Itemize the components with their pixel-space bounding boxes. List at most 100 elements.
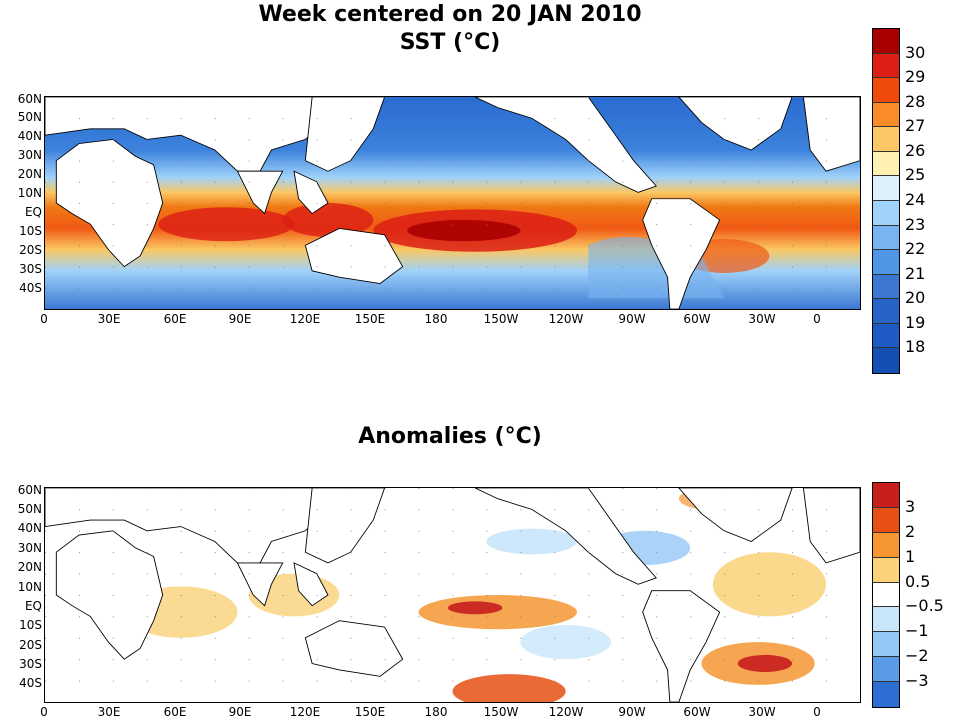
- colorbar-swatch: [873, 78, 899, 103]
- lon-label: 0: [40, 312, 48, 326]
- lon-label: 180: [424, 705, 448, 719]
- lon-label: 30E: [97, 312, 121, 326]
- colorbar-label: −3: [905, 671, 929, 691]
- colorbar-label: 1: [905, 546, 916, 566]
- figure-title: Week centered on 20 JAN 2010: [258, 2, 642, 27]
- lon-label: 60W: [683, 312, 711, 326]
- anomaly-colorbar-labels: 3 2 1 0.5 −0.5 −1 −2 −3: [905, 482, 960, 708]
- colorbar-swatch: [873, 532, 899, 558]
- lat-label: 20S: [19, 638, 42, 652]
- lon-label: 90E: [228, 705, 252, 719]
- lon-label: 60W: [683, 705, 711, 719]
- lat-label: 30N: [17, 541, 42, 555]
- colorbar-label: 21: [905, 263, 926, 283]
- lat-label: 20N: [17, 167, 42, 181]
- lon-label: 0: [813, 312, 821, 326]
- lat-label: 30S: [19, 657, 42, 671]
- colorbar-swatch: [873, 151, 899, 177]
- colorbar-swatch: [873, 348, 899, 373]
- colorbar-swatch: [873, 200, 899, 226]
- colorbar-label: 2: [905, 521, 916, 541]
- colorbar-swatch: [873, 632, 899, 658]
- colorbar-swatch: [873, 507, 899, 533]
- lon-label: 90W: [618, 312, 646, 326]
- sst-lon-axis: 0 30E 60E 90E 120E 150E 180 150W 120W 90…: [40, 312, 861, 326]
- colorbar-label: 19: [905, 312, 926, 332]
- lon-label: 90W: [618, 705, 646, 719]
- lon-label: 60E: [163, 705, 187, 719]
- colorbar-label: 28: [905, 91, 926, 111]
- colorbar-label: −2: [905, 646, 929, 666]
- lon-label: 30W: [748, 705, 776, 719]
- colorbar-label: 0.5: [905, 571, 931, 591]
- lat-label: 10N: [17, 580, 42, 594]
- lon-label: 120W: [548, 312, 584, 326]
- lon-label: 150W: [483, 312, 519, 326]
- lon-label: 30W: [748, 312, 776, 326]
- colorbar-swatch: [873, 323, 899, 349]
- anomaly-lat-axis: 60N 50N 40N 30N 20N 10N EQ 10S 20S 30S 4…: [0, 483, 44, 703]
- anomaly-colorbar: [872, 482, 900, 708]
- lat-label: 20S: [19, 243, 42, 257]
- colorbar-label: 29: [905, 67, 926, 87]
- anomalies-panel-title: Anomalies (°C): [358, 424, 542, 449]
- lon-label: 120W: [548, 705, 584, 719]
- lat-label: 40N: [17, 129, 42, 143]
- colorbar-swatch: [873, 299, 899, 324]
- colorbar-swatch: [873, 225, 899, 251]
- lat-label: 10S: [19, 618, 42, 632]
- colorbar-swatch: [873, 176, 899, 201]
- lon-label: 30E: [97, 705, 121, 719]
- lat-label: 50N: [17, 110, 42, 124]
- lat-label: 40N: [17, 521, 42, 535]
- colorbar-swatch: [873, 557, 899, 583]
- lat-label: 10N: [17, 186, 42, 200]
- colorbar-label: 20: [905, 288, 926, 308]
- colorbar-swatch: [873, 53, 899, 79]
- anomaly-lon-axis: 0 30E 60E 90E 120E 150E 180 150W 120W 90…: [40, 705, 861, 719]
- lat-label: 60N: [17, 483, 42, 497]
- lat-label: EQ: [24, 599, 42, 613]
- colorbar-label: 30: [905, 42, 926, 62]
- lon-label: 150W: [483, 705, 519, 719]
- colorbar-swatch: [873, 274, 899, 300]
- colorbar-label: 26: [905, 140, 926, 160]
- sst-map: [44, 96, 861, 310]
- lon-label: 150E: [354, 705, 386, 719]
- lat-label: 50N: [17, 502, 42, 516]
- anomaly-map: [44, 487, 861, 703]
- lat-label: 10S: [19, 224, 42, 238]
- lat-label: 40S: [19, 676, 42, 690]
- colorbar-swatch: [873, 657, 899, 682]
- colorbar-label: 24: [905, 190, 926, 209]
- colorbar-swatch: [873, 102, 899, 128]
- lon-label: 90E: [228, 312, 252, 326]
- colorbar-swatch: [873, 607, 899, 633]
- lat-label: 40S: [19, 281, 42, 295]
- colorbar-label: 3: [905, 496, 916, 516]
- lon-label: 0: [40, 705, 48, 719]
- lon-label: 60E: [163, 312, 187, 326]
- lat-label: EQ: [24, 205, 42, 219]
- sst-panel-title: SST (°C): [399, 30, 501, 55]
- lat-label: 60N: [17, 92, 42, 106]
- colorbar-label: 18: [905, 337, 926, 357]
- lat-label: 30S: [19, 262, 42, 276]
- colorbar-label: −0.5: [905, 596, 944, 616]
- sst-lat-axis: 60N 50N 40N 30N 20N 10N EQ 10S 20S 30S 4…: [0, 92, 44, 310]
- colorbar-label: 22: [905, 239, 926, 259]
- colorbar-swatch: [873, 250, 899, 275]
- lon-label: 120E: [289, 312, 321, 326]
- colorbar-swatch: [873, 29, 899, 54]
- colorbar-label: 25: [905, 165, 926, 185]
- colorbar-swatch: [873, 127, 899, 152]
- colorbar-label: −1: [905, 621, 929, 641]
- colorbar-label: 23: [905, 214, 926, 234]
- lat-label: 30N: [17, 148, 42, 162]
- sst-colorbar-labels: 30 29 28 27 26 25 24 23 22 21 20 19 18: [905, 28, 960, 374]
- sst-colorbar: [872, 28, 900, 374]
- colorbar-label: 27: [905, 116, 926, 136]
- colorbar-swatch: [873, 682, 899, 707]
- lon-label: 0: [813, 705, 821, 719]
- lon-label: 150E: [354, 312, 386, 326]
